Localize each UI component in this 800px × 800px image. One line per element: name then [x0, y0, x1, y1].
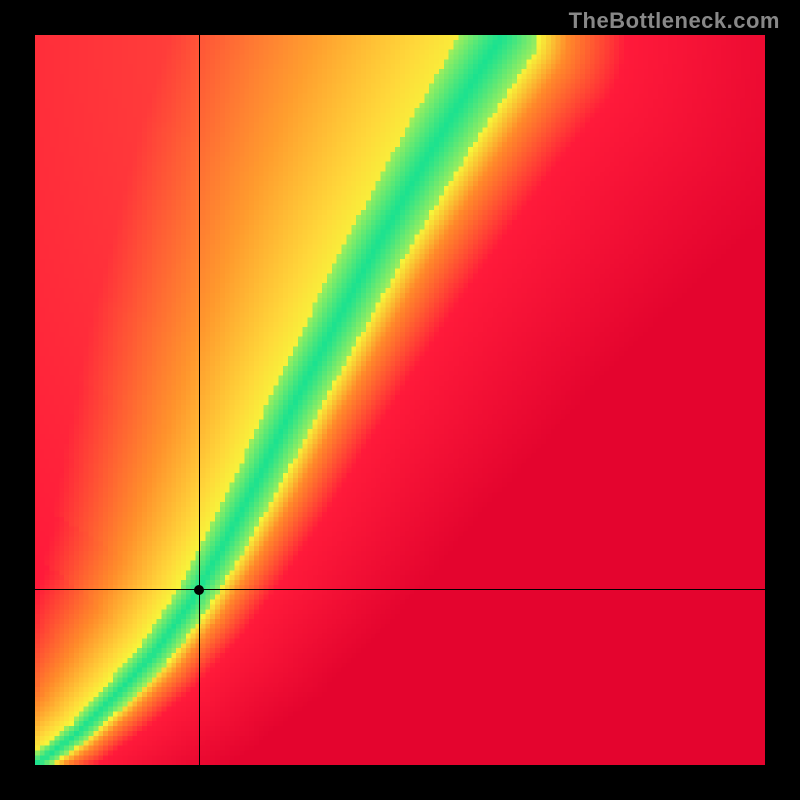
heatmap-plot [35, 35, 765, 765]
watermark-text: TheBottleneck.com [569, 8, 780, 34]
heatmap-canvas [35, 35, 765, 765]
